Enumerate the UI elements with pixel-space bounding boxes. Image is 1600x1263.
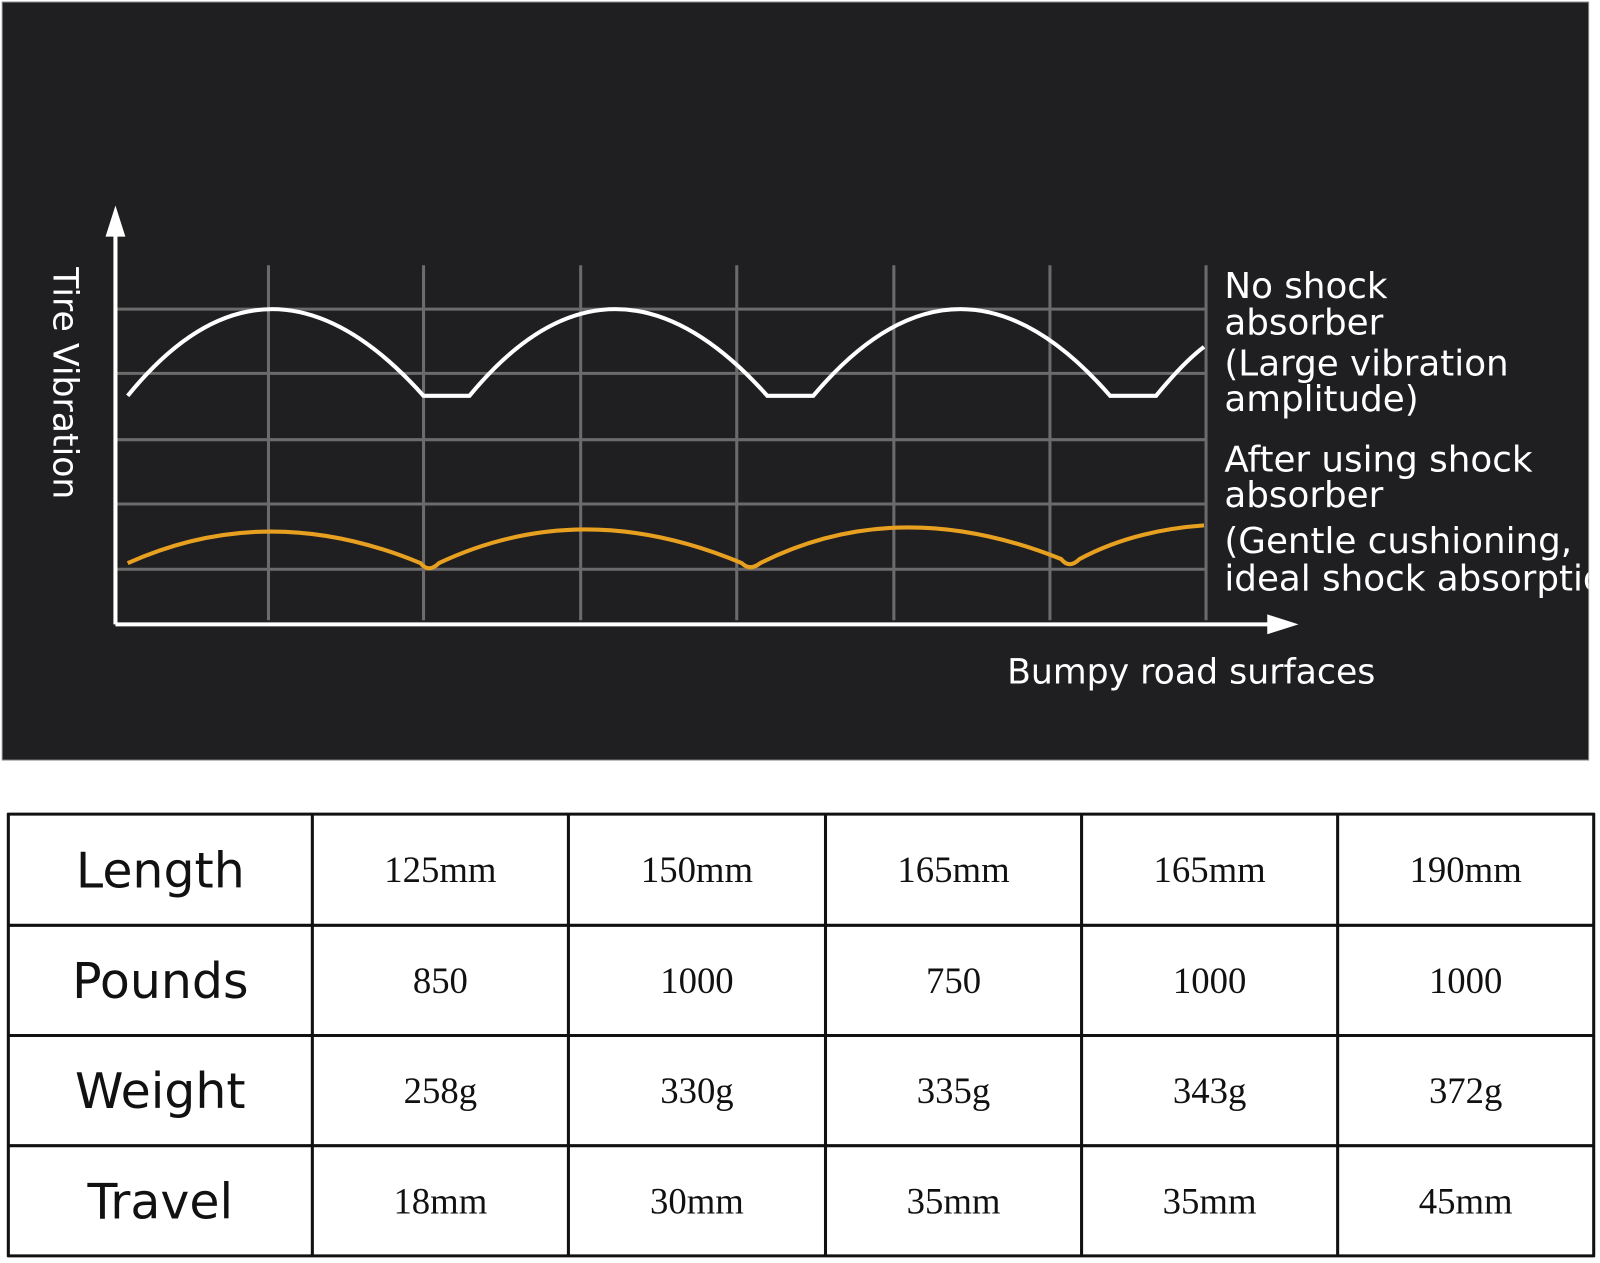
table-cell: 750 bbox=[926, 960, 981, 1001]
row-header: Length bbox=[76, 842, 245, 899]
annotation-line: (Large vibration bbox=[1224, 343, 1508, 384]
x-axis-label: Bumpy road surfaces bbox=[1007, 653, 1375, 693]
table-cell: 258g bbox=[404, 1070, 477, 1111]
no-shock-curve bbox=[126, 307, 1206, 398]
table-cell: 850 bbox=[413, 960, 468, 1001]
table-cell: 30mm bbox=[650, 1180, 744, 1221]
table-cell: 45mm bbox=[1419, 1180, 1513, 1221]
row-header: Weight bbox=[75, 1063, 246, 1120]
annotation-line: absorber bbox=[1224, 475, 1383, 516]
table-cell: 125mm bbox=[384, 849, 496, 890]
table-cell: 18mm bbox=[393, 1180, 487, 1221]
table-cell: 330g bbox=[660, 1070, 733, 1111]
row-header: Travel bbox=[87, 1173, 234, 1230]
spec-table: Length 125mm 150mm 165mm 165mm 190mm Pounds 850… bbox=[6, 812, 1596, 1258]
table-cell: 150mm bbox=[641, 849, 753, 890]
annotation-line: absorber bbox=[1224, 303, 1383, 344]
table-cell: 343g bbox=[1173, 1070, 1246, 1111]
annotation-line: After using shock bbox=[1224, 439, 1532, 480]
table-cell: 165mm bbox=[897, 849, 1009, 890]
table-cell: 1000 bbox=[660, 960, 733, 1001]
annotation-line: (Gentle cushioning, bbox=[1224, 521, 1572, 562]
table-cell: 190mm bbox=[1410, 849, 1522, 890]
table-cell: 372g bbox=[1429, 1070, 1502, 1111]
axes bbox=[105, 205, 1299, 635]
table-cell: 1000 bbox=[1429, 960, 1502, 1001]
annotation-line: ideal shock absorption) bbox=[1224, 559, 1600, 600]
table-cell: 35mm bbox=[1163, 1180, 1257, 1221]
table-cell: 335g bbox=[917, 1070, 990, 1111]
annotation-line: No shock bbox=[1224, 266, 1388, 307]
table-cell: 1000 bbox=[1173, 960, 1246, 1001]
table-cell: 165mm bbox=[1154, 849, 1266, 890]
table-cell: 35mm bbox=[907, 1180, 1001, 1221]
dark-panel bbox=[1, 1, 1590, 761]
row-header: Pounds bbox=[72, 953, 248, 1010]
shock-curve bbox=[126, 523, 1205, 571]
grid bbox=[117, 265, 1208, 621]
y-axis-label: Tire Vibration bbox=[44, 266, 84, 499]
annotation-line: amplitude) bbox=[1224, 379, 1418, 420]
